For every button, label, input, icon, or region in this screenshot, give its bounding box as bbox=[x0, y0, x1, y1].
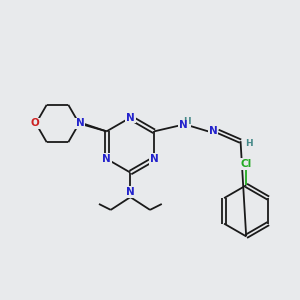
Text: O: O bbox=[31, 118, 39, 128]
Text: Cl: Cl bbox=[241, 159, 252, 169]
Text: H: H bbox=[183, 117, 190, 126]
Text: N: N bbox=[126, 112, 135, 123]
Text: N: N bbox=[209, 126, 218, 136]
Text: H: H bbox=[246, 139, 253, 148]
Text: N: N bbox=[75, 118, 83, 128]
Text: N: N bbox=[76, 118, 84, 128]
Text: N: N bbox=[150, 154, 158, 164]
Text: N: N bbox=[179, 121, 188, 130]
Text: N: N bbox=[102, 154, 111, 164]
Text: N: N bbox=[126, 187, 135, 197]
